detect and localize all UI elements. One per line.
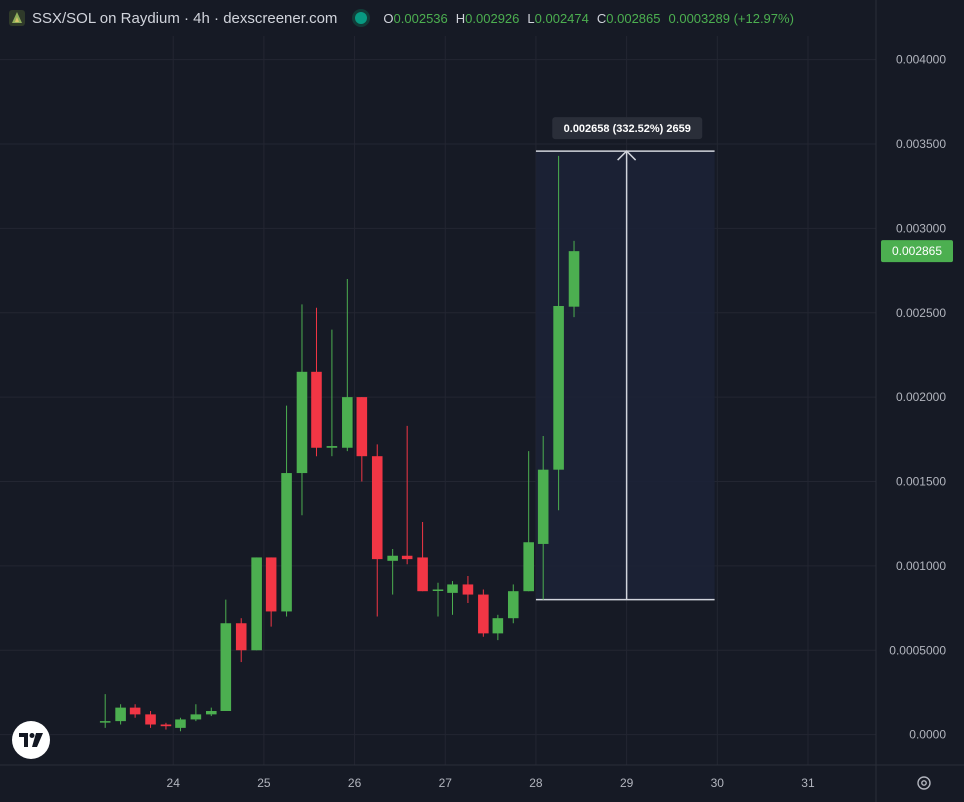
candle-body <box>478 594 489 634</box>
candle-body <box>342 397 353 448</box>
candle-body <box>523 542 534 592</box>
chart-title: SSX/SOL on Raydium · 4h · dexscreener.co… <box>32 9 338 27</box>
open-key: O <box>383 10 394 26</box>
low-key: L <box>527 10 535 26</box>
open-value: 0.002536 <box>393 10 448 26</box>
candle-body <box>281 473 292 612</box>
candle-body <box>326 446 338 448</box>
price-tick-label: 0.002000 <box>896 390 946 404</box>
candle-body <box>356 397 368 457</box>
last-price-label: 0.002865 <box>881 240 953 263</box>
candle-body <box>175 719 186 728</box>
market-status-icon <box>355 12 368 24</box>
price-tick-label: 0.003000 <box>896 221 946 235</box>
candle-body <box>553 306 564 470</box>
price-tick-label: 0.004000 <box>896 53 946 67</box>
candle-body <box>145 714 156 725</box>
candle-body <box>417 557 428 592</box>
tradingview-logo-icon[interactable] <box>12 721 50 759</box>
time-tick-label: 29 <box>620 776 634 790</box>
price-tick-label: 0.002500 <box>896 306 946 320</box>
price-tick-label: 0.001000 <box>896 559 946 573</box>
candle-body <box>129 707 141 715</box>
candle-body <box>371 456 383 560</box>
candle-body <box>206 711 217 715</box>
price-tick-label: 0.0005000 <box>889 643 946 657</box>
high-key: H <box>455 10 466 26</box>
candle-body <box>568 251 580 307</box>
close-value: 0.002865 <box>606 10 661 26</box>
last-price-text: 0.002865 <box>892 244 942 258</box>
price-tick-label: 0.001500 <box>896 475 946 489</box>
measure-label-box <box>552 117 703 140</box>
price-axis: 0.004000 0.003500 0.003000 0.002500 0.002000… <box>889 53 946 742</box>
measure-label: 0.002658 (332.52%) 2659 <box>564 123 691 135</box>
low-value: 0.002474 <box>534 10 589 26</box>
high-value: 0.002926 <box>465 10 520 26</box>
candles <box>99 155 580 732</box>
candle-body <box>447 584 458 593</box>
candle-body <box>462 584 474 595</box>
candle-body <box>537 469 549 544</box>
candle-body <box>265 557 277 612</box>
time-tick-label: 28 <box>529 776 543 790</box>
candle-body <box>432 589 444 591</box>
token-logo-icon <box>9 10 25 26</box>
time-tick-label: 30 <box>711 776 725 790</box>
candle-body <box>387 555 398 561</box>
candle-body <box>251 557 262 651</box>
measure-arrow-head <box>617 150 637 161</box>
price-tick-label: 0.0000 <box>909 728 946 742</box>
candle-body <box>507 591 519 619</box>
candle-body <box>296 371 308 474</box>
candle-body <box>99 721 111 723</box>
price-range-measure: 0.002658 (332.52%) 2659 <box>535 117 715 601</box>
chart-header: SSX/SOL on Raydium · 4h · dexscreener.co… <box>0 0 880 36</box>
candle-body <box>115 707 126 722</box>
time-tick-label: 24 <box>167 776 181 790</box>
close-key: C <box>596 10 607 26</box>
time-tick-label: 31 <box>801 776 815 790</box>
time-tick-label: 25 <box>257 776 271 790</box>
candle-body <box>401 555 413 560</box>
candle-body <box>311 371 322 448</box>
time-tick-label: 27 <box>439 776 453 790</box>
candle-body <box>235 623 247 651</box>
candle-body <box>220 623 232 711</box>
measure-area <box>535 151 715 600</box>
candle-body <box>492 618 504 634</box>
candle-body <box>160 724 172 727</box>
candle-body <box>190 714 202 720</box>
last-price-box <box>881 240 953 263</box>
chart-settings-icon[interactable] <box>914 773 934 793</box>
change-value: 0.0003289 (+12.97%) <box>668 10 794 26</box>
price-tick-label: 0.003500 <box>896 137 946 151</box>
time-tick-label: 26 <box>348 776 362 790</box>
time-axis: 24 25 26 27 28 29 30 31 <box>167 776 815 790</box>
ohlc-readout: O 0.002536 H 0.002926 L 0.002474 C 0.002… <box>383 11 801 26</box>
